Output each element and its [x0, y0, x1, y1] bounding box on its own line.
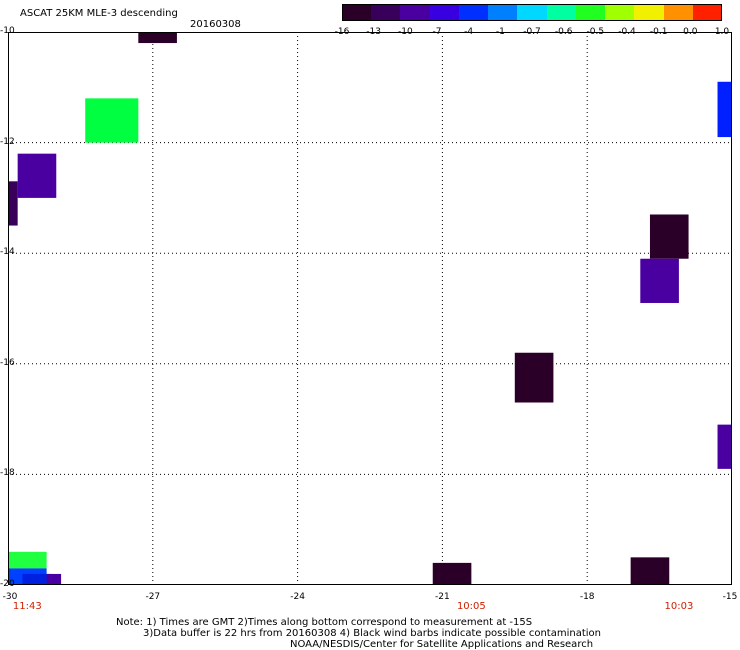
wind-cell	[8, 181, 18, 226]
note-line-3: NOAA/NESDIS/Center for Satellite Applica…	[290, 639, 594, 650]
pass-time-label: 10:03	[664, 601, 694, 612]
wind-data-cells	[8, 32, 732, 585]
pass-time-label: 11:43	[12, 601, 42, 612]
colorbar-frame	[342, 4, 722, 21]
colorbar-swatch	[488, 5, 518, 21]
note-line-1: Note: 1) Times are GMT 2)Times along bot…	[116, 617, 533, 628]
latitude-label: -16	[0, 357, 15, 368]
longitude-label: -24	[290, 592, 305, 602]
colorbar-swatch	[371, 5, 401, 21]
wind-cell	[46, 573, 62, 585]
latitude-label: -14	[0, 247, 15, 258]
wind-cell	[717, 81, 732, 138]
pass-time-label: 10:05	[456, 601, 486, 612]
wind-cell	[717, 424, 732, 469]
wind-cell	[630, 557, 670, 585]
wind-cell	[22, 573, 52, 585]
latitude-label: -10	[0, 26, 15, 36]
colorbar-swatch	[692, 5, 723, 21]
wind-cell	[432, 562, 472, 585]
latitude-label: -18	[0, 468, 15, 479]
colorbar-swatch	[605, 5, 635, 21]
note-line-2: 3)Data buffer is 22 hrs from 20160308 4)…	[143, 628, 601, 639]
wind-cell	[514, 352, 554, 403]
longitude-label: -21	[435, 592, 450, 602]
colorbar-swatch	[546, 5, 577, 21]
wind-cell	[8, 551, 47, 569]
colorbar-swatch	[400, 5, 431, 21]
map-title: ASCAT 25KM MLE-3 descending	[20, 8, 178, 19]
wind-cell	[85, 98, 139, 143]
colorbar-swatch	[458, 5, 489, 21]
map-plot-area	[8, 32, 732, 585]
plot-frame	[8, 32, 732, 585]
colorbar-swatch	[634, 5, 665, 21]
latitude-label: -12	[0, 136, 15, 147]
map-date: 20160308	[190, 19, 241, 30]
wind-cell	[640, 258, 679, 303]
wind-cell	[138, 32, 177, 44]
colorbar-swatch	[429, 5, 460, 21]
colorbar-swatch	[663, 5, 694, 21]
wind-cell	[17, 153, 57, 198]
longitude-label: -30	[2, 592, 18, 602]
wind-cell	[649, 214, 689, 259]
colorbar-swatch	[342, 5, 372, 21]
longitude-label: -27	[145, 592, 161, 602]
latitude-label: -20	[0, 579, 15, 589]
longitude-label: -18	[579, 592, 595, 602]
longitude-label: -15	[722, 592, 738, 602]
colorbar-swatch	[575, 5, 606, 21]
colorbar-swatch	[517, 5, 548, 21]
